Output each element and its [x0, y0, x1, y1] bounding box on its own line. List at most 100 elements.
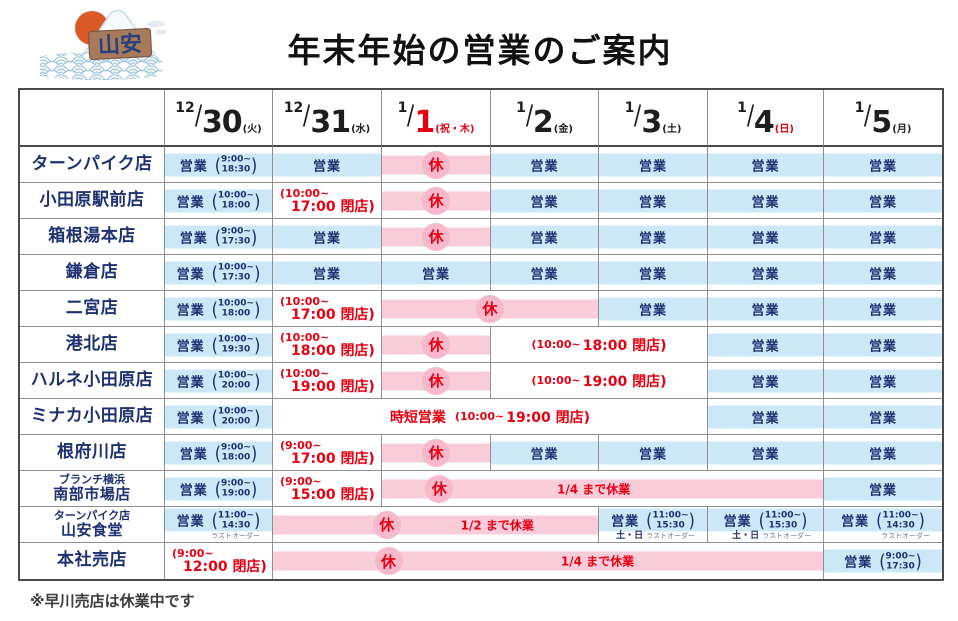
header-month: 12 — [175, 99, 195, 116]
header-weekday: (祝・木) — [435, 124, 475, 135]
header-slash: / — [746, 100, 755, 131]
header-month: 1 — [737, 99, 747, 116]
waves-icon — [40, 52, 162, 80]
header-weekday: (水) — [351, 124, 371, 135]
header-month: 1 — [397, 99, 408, 116]
header-day: 5 — [871, 105, 892, 140]
cell-open: 営業 — [708, 255, 824, 291]
cell-open: 営業 — [599, 255, 708, 291]
cell-open: 営業 — [273, 219, 382, 255]
header-day: 1 — [414, 105, 435, 140]
cell-open: 営業 — [824, 255, 942, 291]
cell-open: 営業 — [491, 435, 599, 471]
cell-closed: 休 — [382, 183, 491, 219]
cell-open: 営業(9:00~ 19:00) — [165, 471, 273, 507]
store-name: ミナカ小田原店 — [20, 399, 165, 435]
cell-open: 営業 — [824, 147, 942, 183]
cell-closed: 休 1/4 まで休業 — [273, 543, 824, 579]
cell-open: 営業(10:00~ 20:00) — [165, 363, 273, 399]
cell-open: 営業 — [491, 255, 599, 291]
logo-text: 山安 — [97, 31, 142, 59]
cell-limited-hours: 時短営業 (10:00~ 19:00 閉店) — [273, 399, 708, 435]
header-slash: / — [407, 100, 415, 131]
cell-open: 営業 — [824, 435, 942, 471]
store-name: ターンパイク店 山安食堂 — [20, 507, 165, 543]
store-name: 鎌倉店 — [20, 255, 165, 291]
header-month: 1 — [516, 99, 526, 116]
cell-closed: 休 1/2 まで休業 — [273, 507, 599, 543]
cell-open: 営業 — [382, 255, 491, 291]
cell-open: 営業 — [708, 327, 824, 363]
cell-open: 営業(11:00~ 14:30) ラストオーダー — [824, 507, 942, 543]
cell-open: 営業 — [491, 147, 599, 183]
footnote: ※早川売店は休業中です — [30, 592, 195, 610]
store-name: 本社売店 — [20, 543, 165, 579]
cell-open: 営業 — [491, 183, 599, 219]
cell-closed: 休 1/4 まで休業 — [382, 471, 824, 507]
cell-closed: 休 — [382, 363, 491, 399]
cell-open: 営業 — [708, 147, 824, 183]
header-day: 3 — [641, 105, 662, 140]
cell-open: 営業 — [599, 291, 708, 327]
cell-limited-hours: (9:00~ 17:00 閉店) — [273, 435, 382, 471]
header-day: 31 — [310, 105, 351, 140]
header-slash: / — [634, 100, 642, 131]
cell-limited-hours: (10:00~ 17:00 閉店) — [273, 291, 382, 327]
column-header: 1/5 (月) — [824, 90, 942, 147]
cell-limited-hours: (9:00~ 15:00 閉店) — [273, 471, 382, 507]
cell-open: 営業(9:00~ 18:30) — [165, 147, 273, 183]
column-header: 1/2 (金) — [491, 90, 599, 147]
store-name: ターンパイク店 — [20, 147, 165, 183]
cell-open: 営業 — [824, 471, 942, 507]
cell-open: 営業 — [708, 291, 824, 327]
cell-open: 営業 — [599, 435, 708, 471]
store-name: ブランチ横浜 南部市場店 — [20, 471, 165, 507]
column-header: 12/31 (水) — [273, 90, 382, 147]
cell-open: 営業 — [599, 147, 708, 183]
cell-open: 営業(10:00~ 18:00) — [165, 291, 273, 327]
cell-open: 営業(10:00~ 17:30) — [165, 255, 273, 291]
cell-open: 営業 — [824, 399, 942, 435]
cell-open: 営業 — [491, 219, 599, 255]
header-weekday: (日) — [774, 124, 794, 135]
cell-open: 営業(10:00~ 19:30) — [165, 327, 273, 363]
table-corner — [20, 90, 165, 147]
header-month: 1 — [624, 99, 635, 116]
header-weekday: (土) — [662, 124, 682, 135]
header-weekday: (金) — [553, 124, 573, 135]
header-slash: / — [525, 100, 534, 131]
cell-open: 営業 — [273, 255, 382, 291]
header-slash: / — [194, 100, 202, 131]
cell-closed: 休 — [382, 147, 491, 183]
store-name: 港北店 — [20, 327, 165, 363]
column-header: 1/1 (祝・木) — [382, 90, 491, 147]
cell-open: 営業(9:00~ 17:30) — [165, 219, 273, 255]
cell-open: 営業 — [824, 291, 942, 327]
cell-closed: 休 — [382, 291, 599, 327]
store-name: 二宮店 — [20, 291, 165, 327]
cell-limited-hours: (10:00~ 18:00 閉店) — [491, 327, 708, 363]
header-month: 1 — [854, 99, 865, 116]
header-day: 2 — [532, 105, 554, 140]
cell-open: 営業 — [599, 219, 708, 255]
logo-plaque: 山安 — [87, 27, 153, 61]
cell-limited-hours: (10:00~ 17:00 閉店) — [273, 183, 382, 219]
header-weekday: (月) — [892, 124, 912, 135]
cell-open: 営業(10:00~ 18:00) — [165, 183, 273, 219]
cell-open: 営業(9:00~ 18:00) — [165, 435, 273, 471]
cell-open: 営業(10:00~ 20:00) — [165, 399, 273, 435]
header-day: 30 — [201, 105, 243, 140]
cell-open: 営業 — [599, 183, 708, 219]
cell-closed: 休 — [382, 327, 491, 363]
store-name: 箱根湯本店 — [20, 219, 165, 255]
header-day: 4 — [753, 105, 775, 140]
header-weekday: (火) — [242, 124, 262, 135]
cell-open: 営業 — [273, 147, 382, 183]
cell-open: 営業 — [824, 327, 942, 363]
cell-open: 営業 — [708, 435, 824, 471]
page-title: 年末年始の営業のご案内 — [287, 31, 673, 70]
cell-open: 営業 — [708, 399, 824, 435]
schedule-table: 12/30 (火) 12/31 (水) 1/1 (祝・木) 1/2 (金) 1/3 (土) 1/4(… — [18, 88, 944, 581]
header-month: 12 — [283, 99, 304, 116]
cell-open: 営業 — [708, 219, 824, 255]
